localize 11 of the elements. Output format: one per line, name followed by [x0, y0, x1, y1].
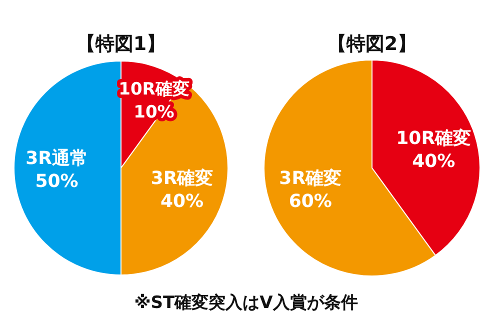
chart-title: 【特図2】 — [327, 33, 417, 55]
data-label: 40% — [160, 190, 204, 212]
slice-label: 3R確変 — [279, 168, 342, 190]
data-label: 60% — [288, 191, 332, 212]
text: ※ST確変突入はV入賞が条件 — [134, 293, 358, 313]
slice-label: 10R確変 — [396, 128, 472, 149]
chart-title: 【特図1】 — [76, 33, 166, 55]
data-label: 50% — [35, 171, 78, 192]
slice-label: 3R通常 — [26, 148, 88, 169]
data-label: 40% — [412, 150, 456, 172]
slice-label: 3R確変 — [150, 168, 214, 189]
